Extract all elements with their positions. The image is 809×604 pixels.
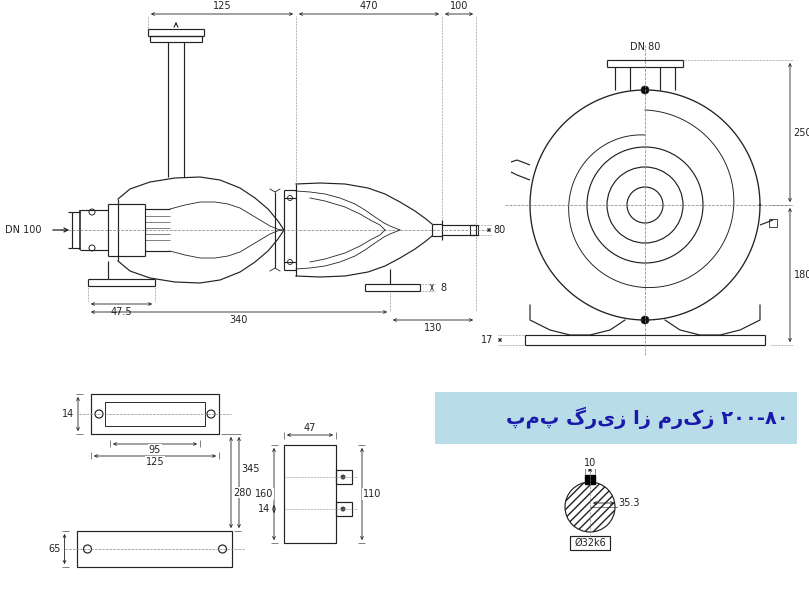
Bar xyxy=(105,402,205,426)
Bar xyxy=(91,394,219,434)
Circle shape xyxy=(641,86,649,94)
Text: 80: 80 xyxy=(493,225,506,235)
Bar xyxy=(769,219,777,227)
Bar xyxy=(435,392,797,444)
Bar xyxy=(336,502,352,516)
Text: Ø32k6: Ø32k6 xyxy=(574,538,606,548)
Text: 17: 17 xyxy=(481,335,493,345)
Text: پمپ گریز از مرکز ۲۰۰-۸۰: پمپ گریز از مرکز ۲۰۰-۸۰ xyxy=(506,407,789,429)
Text: 280: 280 xyxy=(234,487,252,498)
Text: 250: 250 xyxy=(794,128,809,138)
Circle shape xyxy=(641,316,649,324)
Text: 125: 125 xyxy=(213,1,231,11)
Text: 340: 340 xyxy=(230,315,248,325)
Text: 65: 65 xyxy=(49,544,61,554)
Bar xyxy=(585,475,595,484)
Circle shape xyxy=(341,507,345,512)
Text: 160: 160 xyxy=(255,489,273,499)
Bar xyxy=(284,445,336,543)
Text: DN 100: DN 100 xyxy=(6,225,42,235)
Text: 180: 180 xyxy=(794,270,809,280)
Text: 110: 110 xyxy=(362,489,381,499)
Text: 14: 14 xyxy=(258,504,270,514)
Text: 8: 8 xyxy=(440,283,446,293)
Bar xyxy=(336,470,352,484)
Text: 345: 345 xyxy=(242,463,260,474)
Text: 125: 125 xyxy=(146,457,164,467)
Text: 47: 47 xyxy=(304,423,316,433)
Text: 470: 470 xyxy=(360,1,379,11)
Text: 35.3: 35.3 xyxy=(618,498,640,508)
Text: 100: 100 xyxy=(450,1,468,11)
Bar xyxy=(570,536,610,550)
Text: DN 80: DN 80 xyxy=(630,42,660,52)
Bar xyxy=(470,225,478,235)
Bar xyxy=(78,531,232,567)
Text: 130: 130 xyxy=(424,323,443,333)
Text: 14: 14 xyxy=(61,409,74,419)
Circle shape xyxy=(341,475,345,480)
Circle shape xyxy=(565,482,615,532)
Text: 10: 10 xyxy=(584,458,596,468)
Text: 95: 95 xyxy=(149,445,161,455)
Text: 47.5: 47.5 xyxy=(110,307,132,317)
